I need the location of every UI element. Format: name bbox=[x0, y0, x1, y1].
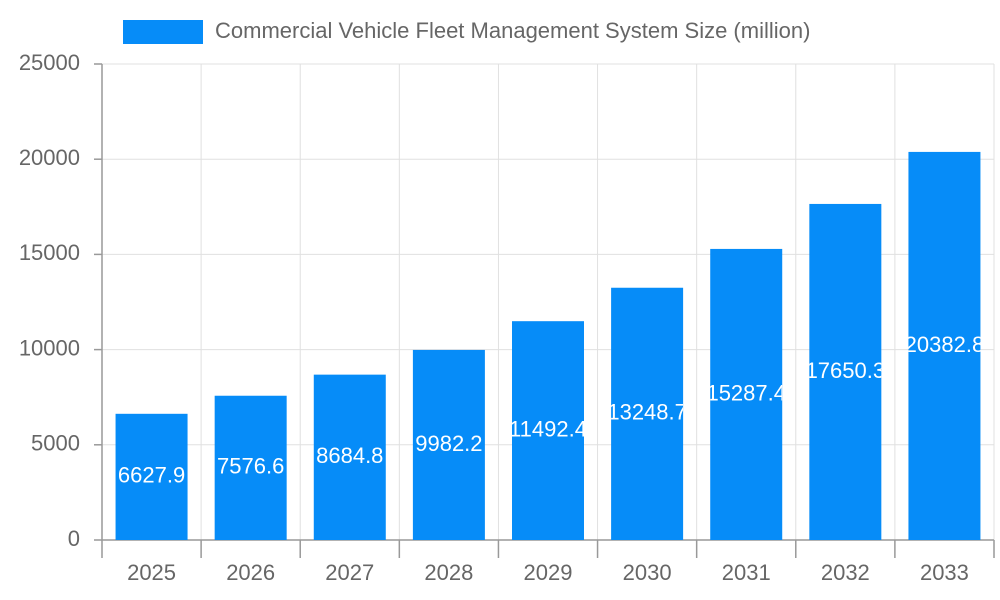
data-label: 11492.4 bbox=[509, 416, 587, 441]
bar bbox=[214, 395, 287, 540]
data-label: 20382.8 bbox=[905, 332, 985, 357]
x-tick-label: 2032 bbox=[821, 560, 870, 585]
bar bbox=[512, 321, 584, 540]
x-tick-label: 2027 bbox=[325, 560, 374, 585]
data-label: 6627.9 bbox=[118, 463, 185, 488]
y-tick-label: 10000 bbox=[19, 335, 80, 360]
bar bbox=[412, 349, 485, 540]
x-tick-label: 2025 bbox=[127, 560, 176, 585]
legend-label: Commercial Vehicle Fleet Management Syst… bbox=[215, 18, 810, 43]
bar bbox=[809, 203, 882, 540]
x-tick-label: 2028 bbox=[424, 560, 473, 585]
x-tick-label: 2030 bbox=[623, 560, 672, 585]
bar bbox=[313, 374, 386, 540]
bar bbox=[908, 151, 981, 540]
data-label: 17650.3 bbox=[806, 358, 886, 383]
data-label: 7576.6 bbox=[217, 454, 284, 479]
y-tick-label: 20000 bbox=[19, 145, 80, 170]
y-tick-label: 0 bbox=[68, 526, 80, 551]
x-tick-label: 2029 bbox=[524, 560, 573, 585]
data-label: 15287.4 bbox=[706, 380, 786, 405]
bar bbox=[611, 287, 684, 540]
data-label: 13248.7 bbox=[607, 400, 687, 425]
y-tick-label: 5000 bbox=[31, 431, 80, 456]
y-tick-label: 15000 bbox=[19, 240, 80, 265]
x-tick-label: 2033 bbox=[920, 560, 969, 585]
data-label: 8684.8 bbox=[316, 443, 383, 468]
data-label: 9982.2 bbox=[415, 431, 482, 456]
x-tick-label: 2026 bbox=[226, 560, 275, 585]
x-tick-label: 2031 bbox=[722, 560, 771, 585]
legend-swatch bbox=[123, 20, 203, 44]
bar bbox=[710, 248, 783, 540]
y-tick-label: 25000 bbox=[19, 50, 80, 75]
bar bbox=[115, 413, 188, 540]
